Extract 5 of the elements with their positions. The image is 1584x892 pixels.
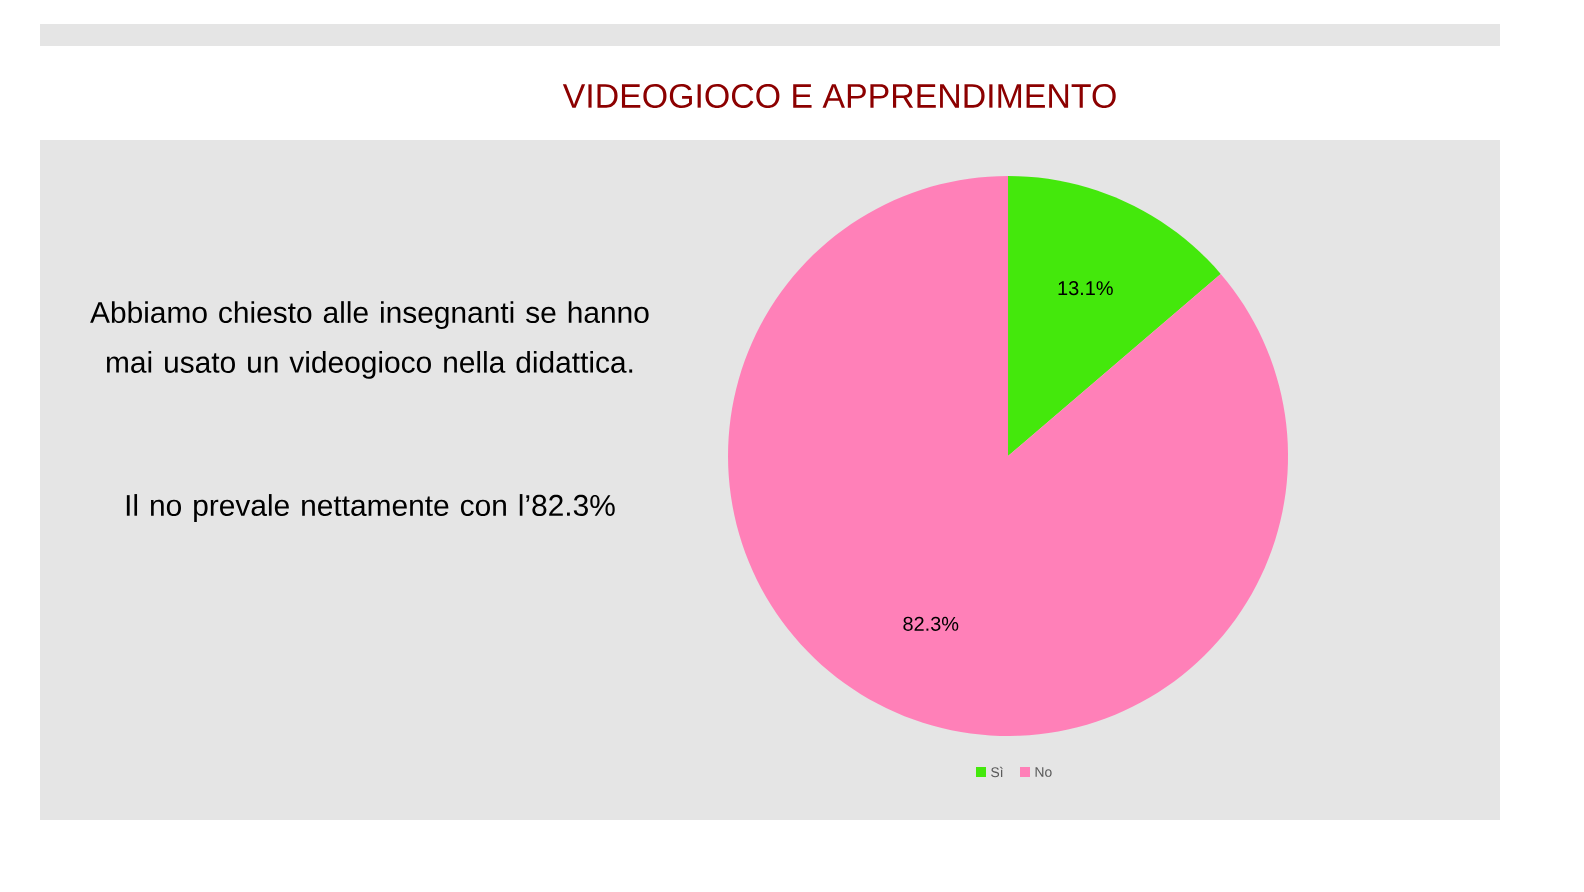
chart-title: VIDEOGIOCO E APPRENDIMENTO [562, 83, 1116, 108]
text: Il no prevale nettamente con l’82.3% [126, 494, 615, 522]
text: Abbiamo chiesto alle insegnanti se hanno mai usato un videogioco nella didattica. [90, 301, 649, 379]
data-label: 13.1% [1058, 281, 1113, 296]
data-label: 82.3% [903, 616, 959, 631]
